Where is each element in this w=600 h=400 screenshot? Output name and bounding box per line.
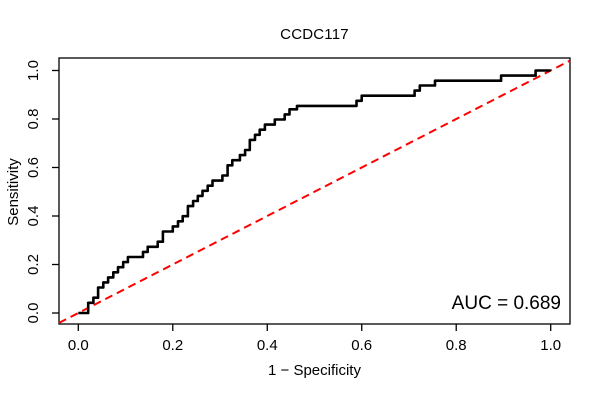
x-tick-label: 1.0: [540, 337, 561, 354]
y-tick-label: 0.0: [25, 303, 42, 324]
y-tick-label: 1.0: [25, 60, 42, 81]
y-axis-label: Sensitivity: [5, 158, 22, 226]
auc-annotation: AUC = 0.689: [451, 293, 561, 314]
y-axis: 0.0 0.2 0.4 0.6 0.8 1.0: [25, 60, 59, 323]
reference-diagonal-line: [58, 59, 571, 324]
x-axis-label: 1 − Specificity: [268, 362, 361, 379]
x-tick-label: 0.0: [68, 337, 89, 354]
x-axis: 0.0 0.2 0.4 0.6 0.8 1.0: [68, 324, 561, 354]
y-tick-label: 0.8: [25, 109, 42, 130]
roc-curve: [78, 69, 551, 315]
x-tick-label: 0.2: [162, 337, 183, 354]
y-tick-label: 0.6: [25, 157, 42, 178]
x-tick-label: 0.8: [446, 337, 467, 354]
y-tick-label: 0.4: [25, 206, 42, 227]
x-tick-label: 0.4: [257, 337, 278, 354]
y-tick-label: 0.2: [25, 254, 42, 275]
plot-title: CCDC117: [280, 26, 349, 43]
plot-box: [58, 57, 571, 325]
x-tick-label: 0.6: [351, 337, 372, 354]
